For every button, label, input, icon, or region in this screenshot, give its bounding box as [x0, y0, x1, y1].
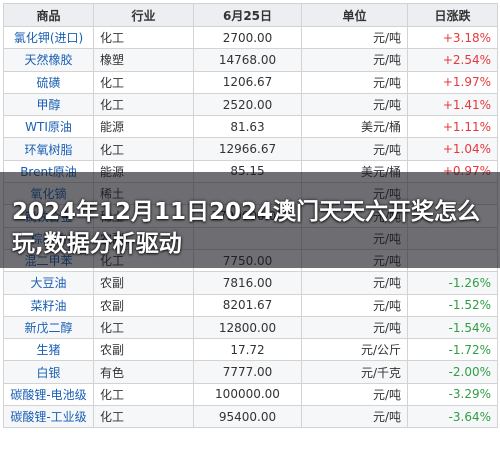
change-cell: +1.41% — [407, 92, 498, 117]
unit-cell: 元/吨 — [301, 405, 408, 429]
industry-cell: 农副 — [93, 338, 194, 362]
header-date: 6月25日 — [193, 3, 302, 27]
unit-cell: 元/吨 — [301, 293, 408, 317]
headline-text: 2024年12月11日2024澳门天天六开奖怎么玩,数据分析驱动 — [12, 199, 481, 257]
commodity-name-link[interactable]: 菜籽油 — [3, 293, 94, 317]
unit-cell: 元/吨 — [301, 70, 408, 94]
table-row: 菜籽油 农副 8201.67 元/吨 -1.52% — [3, 293, 498, 317]
commodity-name-link[interactable]: 甲醇 — [3, 92, 94, 117]
price-cell: 2520.00 — [193, 92, 302, 117]
unit-cell: 元/公斤 — [301, 338, 408, 362]
commodity-name-link[interactable]: 新戊二醇 — [3, 315, 94, 340]
table-row: 硫磺 化工 1206.67 元/吨 +1.97% — [3, 70, 498, 94]
table-header-row: 商品 行业 6月25日 单位 日涨跌 — [3, 3, 498, 27]
table-row: 环氧树脂 化工 12966.67 元/吨 +1.04% — [3, 137, 498, 161]
header-daily-change: 日涨跌 — [407, 3, 498, 27]
table-row: 天然橡胶 橡塑 14768.00 元/吨 +2.54% — [3, 48, 498, 72]
unit-cell: 元/吨 — [301, 25, 408, 50]
price-cell: 100000.00 — [193, 382, 302, 407]
table-row: 甲醇 化工 2520.00 元/吨 +1.41% — [3, 92, 498, 117]
price-cell: 8201.67 — [193, 293, 302, 317]
price-cell: 12966.67 — [193, 137, 302, 161]
price-cell: 14768.00 — [193, 48, 302, 72]
unit-cell: 元/千克 — [301, 360, 408, 384]
headline-overlay — [0, 172, 500, 268]
table-row: 生猪 农副 17.72 元/公斤 -1.72% — [3, 338, 498, 362]
header-commodity: 商品 — [3, 3, 94, 27]
commodity-name-link[interactable]: 大豆油 — [3, 271, 94, 295]
price-cell: 7816.00 — [193, 271, 302, 295]
header-unit: 单位 — [301, 3, 408, 27]
change-cell: -3.29% — [407, 382, 498, 407]
unit-cell: 美元/桶 — [301, 115, 408, 139]
industry-cell: 能源 — [93, 115, 194, 139]
industry-cell: 化工 — [93, 405, 194, 429]
industry-cell: 化工 — [93, 137, 194, 161]
change-cell: +3.18% — [407, 25, 498, 50]
commodity-name-link[interactable]: 硫磺 — [3, 70, 94, 94]
commodity-name-link[interactable]: 白银 — [3, 360, 94, 384]
price-cell: 95400.00 — [193, 405, 302, 429]
table-row: 氯化钾(进口) 化工 2700.00 元/吨 +3.18% — [3, 25, 498, 50]
commodity-name-link[interactable]: 天然橡胶 — [3, 48, 94, 72]
unit-cell: 元/吨 — [301, 315, 408, 340]
unit-cell: 元/吨 — [301, 382, 408, 407]
unit-cell: 元/吨 — [301, 271, 408, 295]
table-row: WTI原油 能源 81.63 美元/桶 +1.11% — [3, 115, 498, 139]
change-cell: -1.26% — [407, 271, 498, 295]
commodity-name-link[interactable]: 碳酸锂-工业级 — [3, 405, 94, 429]
industry-cell: 化工 — [93, 382, 194, 407]
price-cell: 1206.67 — [193, 70, 302, 94]
table-row: 碳酸锂-电池级 化工 100000.00 元/吨 -3.29% — [3, 382, 498, 407]
price-cell: 7777.00 — [193, 360, 302, 384]
change-cell: +1.97% — [407, 70, 498, 94]
industry-cell: 农副 — [93, 271, 194, 295]
price-cell: 81.63 — [193, 115, 302, 139]
industry-cell: 化工 — [93, 25, 194, 50]
header-industry: 行业 — [93, 3, 194, 27]
table-row: 白银 有色 7777.00 元/千克 -2.00% — [3, 360, 498, 384]
industry-cell: 农副 — [93, 293, 194, 317]
price-cell: 17.72 — [193, 338, 302, 362]
change-cell: +2.54% — [407, 48, 498, 72]
change-cell: +1.11% — [407, 115, 498, 139]
change-cell: -1.52% — [407, 293, 498, 317]
unit-cell: 元/吨 — [301, 137, 408, 161]
commodity-name-link[interactable]: 环氧树脂 — [3, 137, 94, 161]
industry-cell: 化工 — [93, 70, 194, 94]
industry-cell: 化工 — [93, 92, 194, 117]
table-row: 大豆油 农副 7816.00 元/吨 -1.26% — [3, 271, 498, 295]
change-cell: -2.00% — [407, 360, 498, 384]
change-cell: +1.04% — [407, 137, 498, 161]
change-cell: -3.64% — [407, 405, 498, 429]
unit-cell: 元/吨 — [301, 92, 408, 117]
change-cell: -1.72% — [407, 338, 498, 362]
commodity-name-link[interactable]: WTI原油 — [3, 115, 94, 139]
price-cell: 12800.00 — [193, 315, 302, 340]
table-row: 碳酸锂-工业级 化工 95400.00 元/吨 -3.64% — [3, 405, 498, 429]
commodity-name-link[interactable]: 生猪 — [3, 338, 94, 362]
industry-cell: 橡塑 — [93, 48, 194, 72]
industry-cell: 有色 — [93, 360, 194, 384]
change-cell: -1.54% — [407, 315, 498, 340]
price-cell: 2700.00 — [193, 25, 302, 50]
unit-cell: 元/吨 — [301, 48, 408, 72]
commodity-name-link[interactable]: 碳酸锂-电池级 — [3, 382, 94, 407]
industry-cell: 化工 — [93, 315, 194, 340]
table-row: 新戊二醇 化工 12800.00 元/吨 -1.54% — [3, 315, 498, 340]
commodity-name-link[interactable]: 氯化钾(进口) — [3, 25, 94, 50]
